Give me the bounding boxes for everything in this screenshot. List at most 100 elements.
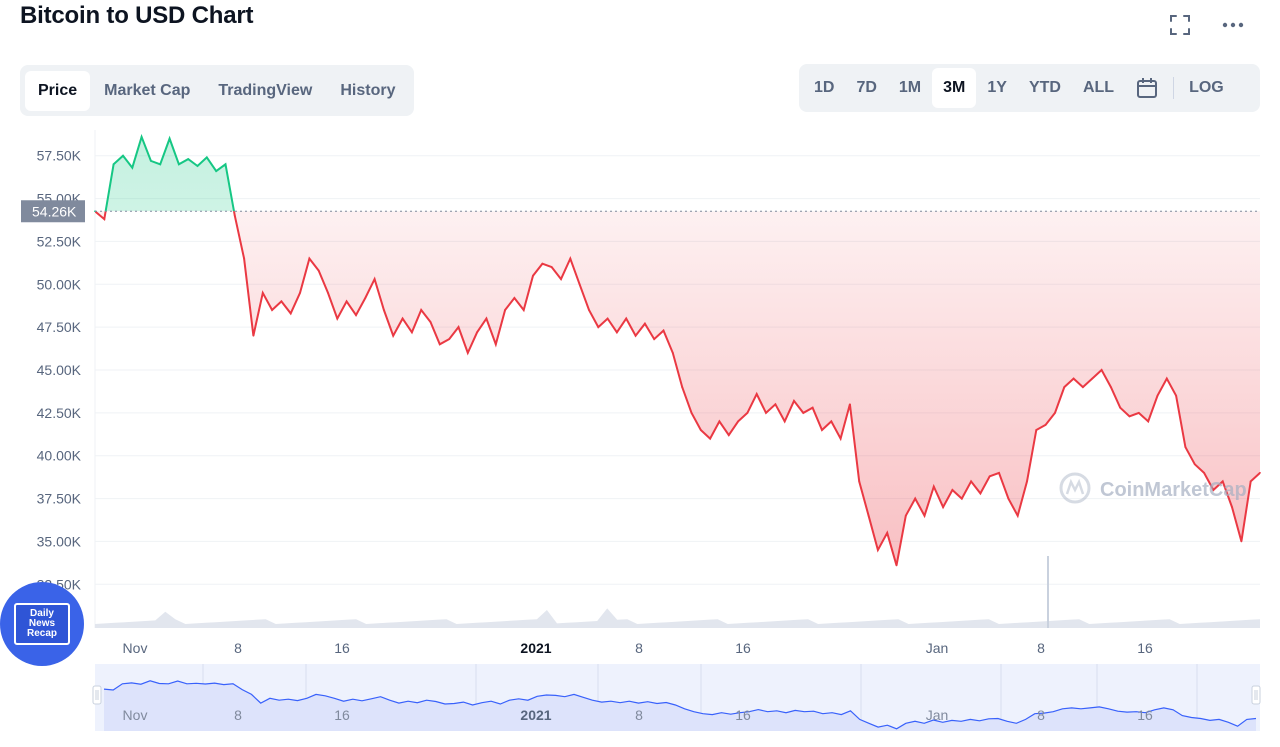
x-tick-label: 16: [334, 640, 350, 656]
badge-text: Daily News Recap: [27, 609, 57, 639]
range-ytd[interactable]: YTD: [1028, 79, 1061, 96]
data-point: [634, 334, 637, 337]
range-1m[interactable]: 1M: [898, 79, 922, 96]
data-point: [793, 399, 795, 402]
tab-history[interactable]: History: [340, 81, 396, 99]
data-point: [643, 322, 646, 325]
data-point: [1147, 420, 1150, 423]
data-point: [709, 437, 712, 440]
calendar-icon[interactable]: [1125, 68, 1169, 108]
data-point: [681, 386, 684, 389]
data-point: [1165, 377, 1168, 380]
data-point: [1072, 377, 1075, 380]
data-point: [271, 309, 273, 311]
data-point: [438, 343, 441, 346]
reference-price-label: 54.26K: [32, 203, 77, 219]
data-point: [718, 420, 721, 423]
data-point: [690, 411, 693, 414]
navigator-area: [104, 680, 1256, 731]
data-point: [1184, 446, 1187, 449]
data-point: [1249, 480, 1252, 483]
log-toggle[interactable]: LOG: [1189, 79, 1224, 96]
navigator-tick-label: 16: [1137, 707, 1153, 723]
y-tick-label: 42.50K: [37, 405, 82, 421]
x-tick-label: 8: [234, 640, 242, 656]
data-point: [122, 154, 124, 157]
data-point: [280, 300, 283, 303]
data-point: [988, 475, 991, 478]
data-point: [1259, 471, 1261, 474]
navigator-tick-label: Nov: [123, 707, 148, 723]
data-point: [308, 257, 311, 260]
data-point: [327, 291, 329, 294]
data-point: [1203, 471, 1205, 474]
data-point: [942, 506, 945, 509]
range-1y[interactable]: 1Y: [987, 79, 1007, 96]
tab-price[interactable]: Price: [25, 70, 91, 111]
data-point: [569, 257, 572, 260]
data-point: [299, 291, 301, 294]
data-point: [560, 278, 562, 281]
data-point: [177, 163, 180, 166]
more-dots-icon[interactable]: [1218, 10, 1248, 40]
data-point: [252, 334, 255, 337]
data-point: [821, 429, 823, 431]
data-point: [867, 514, 870, 517]
data-point: [923, 514, 926, 517]
navigator-tick-label: 8: [635, 707, 643, 723]
data-point: [876, 549, 879, 551]
data-point: [504, 309, 506, 311]
data-point: [653, 338, 656, 341]
data-point: [1109, 386, 1112, 389]
data-point: [1119, 406, 1122, 409]
tab-market-cap[interactable]: Market Cap: [104, 81, 191, 99]
data-point: [970, 480, 972, 483]
range-7d[interactable]: 7D: [856, 79, 877, 96]
fullscreen-icon[interactable]: [1165, 10, 1195, 40]
daily-news-recap-badge[interactable]: Daily News Recap: [0, 582, 84, 666]
data-point: [727, 434, 730, 437]
data-point: [830, 420, 833, 423]
data-point: [187, 158, 190, 161]
data-point: [429, 321, 432, 323]
data-point: [1082, 386, 1084, 389]
range-3m[interactable]: 3M: [932, 68, 977, 108]
data-point: [103, 218, 106, 221]
x-tick-label: 16: [1137, 640, 1153, 656]
x-tick-label: 8: [635, 640, 643, 656]
data-point: [606, 317, 609, 320]
tab-tradingview[interactable]: TradingView: [218, 81, 313, 99]
x-tick-label: Jan: [926, 640, 949, 656]
area-below-reference: [95, 211, 1260, 566]
data-point: [1063, 386, 1066, 389]
data-point: [224, 163, 227, 166]
data-point: [625, 317, 628, 320]
navigator-tick-label: Jan: [926, 707, 949, 723]
data-point: [1221, 480, 1224, 483]
data-point: [541, 262, 544, 265]
data-point: [1175, 394, 1178, 397]
range-1d[interactable]: 1D: [814, 79, 835, 96]
range-all[interactable]: ALL: [1082, 79, 1115, 96]
data-point: [588, 309, 590, 311]
data-point: [1054, 411, 1056, 414]
data-point: [513, 297, 516, 299]
data-point: [550, 266, 553, 269]
navigator-handle[interactable]: [1251, 685, 1261, 705]
data-point: [1035, 429, 1038, 431]
data-point: [960, 497, 963, 500]
navigator-handle[interactable]: [92, 685, 102, 705]
data-point: [774, 403, 777, 406]
y-tick-label: 57.50K: [37, 148, 82, 164]
data-point: [1026, 480, 1028, 483]
data-point: [476, 331, 479, 334]
data-point: [522, 309, 525, 311]
coinmarketcap-logo-icon: [1059, 472, 1091, 504]
data-point: [886, 531, 889, 534]
data-point: [233, 214, 236, 217]
data-point: [811, 406, 814, 409]
data-point: [578, 283, 581, 286]
data-point: [1100, 369, 1103, 371]
navigator-tick-label: 16: [735, 707, 751, 723]
